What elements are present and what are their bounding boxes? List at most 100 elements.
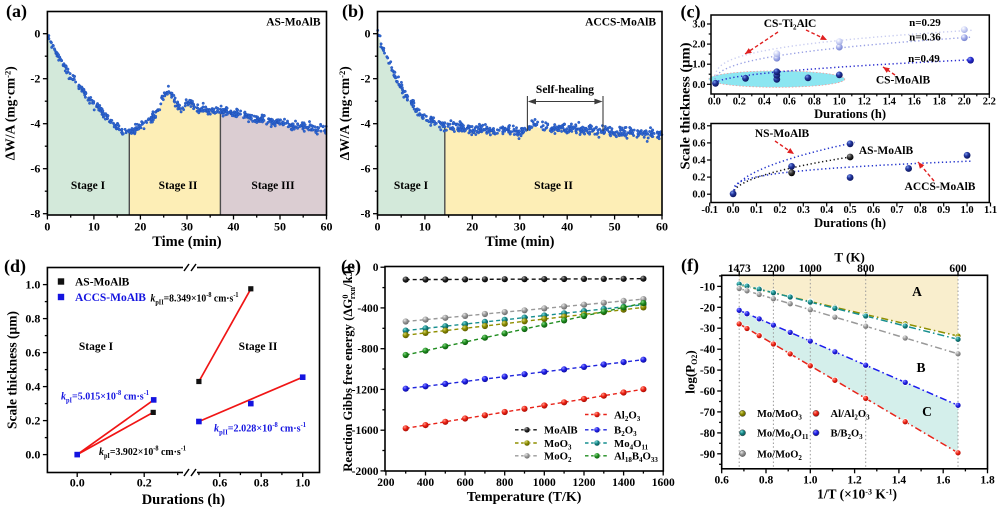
svg-text:1473: 1473 bbox=[728, 263, 751, 275]
svg-text:kpII=2.028×10-8 cm·s-1: kpII=2.028×10-8 cm·s-1 bbox=[214, 421, 306, 437]
svg-text:Stage II: Stage II bbox=[534, 180, 573, 192]
svg-text:Stage I: Stage I bbox=[79, 341, 114, 353]
svg-text:0.2: 0.2 bbox=[25, 414, 40, 428]
svg-text:-4: -4 bbox=[30, 117, 40, 131]
svg-text:-2: -2 bbox=[30, 72, 40, 86]
svg-text:-800: -800 bbox=[357, 344, 378, 356]
svg-text:0.8: 0.8 bbox=[25, 312, 40, 326]
svg-text:0: 0 bbox=[34, 27, 40, 41]
svg-text:Mo/MoO3​: Mo/MoO3​ bbox=[757, 409, 802, 422]
svg-text:ACCS-MoAlB: ACCS-MoAlB bbox=[905, 181, 976, 193]
svg-text:0.6: 0.6 bbox=[715, 474, 730, 486]
svg-text:(a): (a) bbox=[6, 1, 27, 22]
svg-text:200: 200 bbox=[377, 477, 395, 489]
svg-text:-8: -8 bbox=[30, 207, 40, 221]
svg-text:0.1: 0.1 bbox=[750, 205, 763, 216]
svg-text:0.8: 0.8 bbox=[692, 121, 705, 132]
svg-text:Al2​O3​: Al2​O3​ bbox=[614, 409, 641, 423]
svg-text:-40: -40 bbox=[700, 344, 716, 356]
svg-text:AS-MoAlB: AS-MoAlB bbox=[75, 277, 130, 289]
svg-text:Scale thickness (μm): Scale thickness (μm) bbox=[4, 311, 19, 429]
svg-text:Durations (h): Durations (h) bbox=[814, 216, 886, 230]
svg-text:0.5: 0.5 bbox=[844, 205, 857, 216]
svg-text:AS-MoAlB: AS-MoAlB bbox=[266, 17, 321, 29]
svg-text:10: 10 bbox=[419, 220, 431, 234]
svg-text:2.0: 2.0 bbox=[958, 97, 971, 108]
svg-text:A: A bbox=[912, 284, 922, 299]
svg-text:1.8: 1.8 bbox=[933, 97, 946, 108]
svg-text:-6: -6 bbox=[30, 162, 40, 176]
svg-text:kpII=8.349×10-8 cm·s-1: kpII=8.349×10-8 cm·s-1 bbox=[151, 291, 239, 307]
svg-text:10: 10 bbox=[88, 220, 100, 234]
svg-text:1000: 1000 bbox=[799, 263, 822, 275]
svg-text:AS-MoAlB: AS-MoAlB bbox=[859, 145, 914, 157]
svg-text:1400: 1400 bbox=[612, 477, 635, 489]
svg-text:CS-Ti2​AlC: CS-Ti2​AlC bbox=[764, 18, 817, 32]
svg-text:Al/Al2​O3​: Al/Al2​O3​ bbox=[831, 409, 871, 422]
svg-text:Stage II: Stage II bbox=[239, 341, 278, 353]
svg-text:0.2: 0.2 bbox=[733, 97, 746, 108]
svg-text:NS-MoAlB: NS-MoAlB bbox=[755, 128, 810, 140]
svg-text:-50: -50 bbox=[700, 365, 716, 377]
svg-text:20: 20 bbox=[134, 220, 146, 234]
svg-text:MoO2​: MoO2​ bbox=[544, 451, 572, 465]
svg-text:Stage III: Stage III bbox=[251, 180, 295, 192]
svg-text:0.8: 0.8 bbox=[254, 476, 269, 490]
svg-text:kpI=3.902×10-8 cm·s-1: kpI=3.902×10-8 cm·s-1 bbox=[99, 445, 186, 461]
svg-text:Temperature (T/K): Temperature (T/K) bbox=[467, 490, 582, 505]
svg-text:2.2: 2.2 bbox=[983, 97, 996, 108]
svg-text:0.2: 0.2 bbox=[692, 173, 705, 184]
svg-text:1.0: 1.0 bbox=[25, 278, 40, 292]
svg-text:0.6: 0.6 bbox=[25, 346, 40, 360]
svg-text:1200: 1200 bbox=[573, 477, 596, 489]
svg-text:1.0: 1.0 bbox=[295, 476, 310, 490]
svg-text:1/T (×10-3​ K-1​): 1/T (×10-3​ K-1​) bbox=[817, 486, 897, 501]
svg-text:30: 30 bbox=[181, 220, 193, 234]
svg-text:(c): (c) bbox=[681, 2, 701, 23]
svg-text:0.7: 0.7 bbox=[890, 205, 903, 216]
svg-text:n=0.36: n=0.36 bbox=[909, 32, 941, 44]
svg-text:1.2: 1.2 bbox=[847, 474, 862, 486]
svg-text:0.6: 0.6 bbox=[867, 205, 880, 216]
svg-text:-400: -400 bbox=[357, 303, 378, 315]
svg-text:0.4: 0.4 bbox=[820, 205, 834, 216]
svg-text:B2​O3​: B2​O3​ bbox=[614, 425, 637, 439]
svg-text:(d): (d) bbox=[4, 256, 26, 277]
svg-text:Stage II: Stage II bbox=[159, 180, 198, 192]
svg-text:C: C bbox=[922, 404, 932, 419]
svg-text:0.0: 0.0 bbox=[25, 448, 40, 462]
svg-text:1000: 1000 bbox=[533, 477, 556, 489]
svg-text:0.0: 0.0 bbox=[708, 97, 721, 108]
svg-text:0.8: 0.8 bbox=[914, 205, 927, 216]
svg-text:1.2: 1.2 bbox=[858, 97, 871, 108]
svg-text:0.3: 0.3 bbox=[797, 205, 810, 216]
svg-text:(b): (b) bbox=[342, 1, 364, 22]
svg-text:0.0: 0.0 bbox=[692, 80, 705, 91]
svg-text:0.0: 0.0 bbox=[70, 476, 85, 490]
svg-text:Self-healing: Self-healing bbox=[536, 84, 594, 96]
svg-text:3.0: 3.0 bbox=[692, 20, 705, 31]
svg-text:1.0: 1.0 bbox=[961, 205, 974, 216]
svg-text:T (K): T (K) bbox=[834, 250, 864, 265]
svg-text:-4: -4 bbox=[361, 117, 371, 131]
svg-text:-90: -90 bbox=[700, 449, 716, 461]
svg-text:Mo/Mo4​O11​: Mo/Mo4​O11​ bbox=[757, 429, 809, 442]
svg-text:30: 30 bbox=[514, 220, 526, 234]
svg-text:-30: -30 bbox=[700, 323, 716, 335]
svg-text:Reaction Gibbs free energy (ΔG: Reaction Gibbs free energy (ΔG0rxn/kJ) bbox=[341, 266, 357, 472]
svg-text:-1600: -1600 bbox=[352, 425, 379, 437]
svg-text:0.4: 0.4 bbox=[758, 97, 772, 108]
svg-text:-0.1: -0.1 bbox=[701, 205, 718, 216]
svg-text:n=0.49: n=0.49 bbox=[908, 53, 940, 65]
svg-text:Mo4​O11​: Mo4​O11​ bbox=[614, 438, 649, 452]
svg-text:-6: -6 bbox=[361, 162, 371, 176]
svg-text:1.6: 1.6 bbox=[908, 97, 921, 108]
svg-text:1.4: 1.4 bbox=[892, 474, 907, 486]
svg-text:800: 800 bbox=[496, 477, 514, 489]
svg-text:Stage I: Stage I bbox=[394, 180, 429, 192]
svg-text:-2: -2 bbox=[361, 72, 371, 86]
svg-text:1600: 1600 bbox=[652, 477, 675, 489]
svg-text:0.6: 0.6 bbox=[783, 97, 796, 108]
svg-text:1.6: 1.6 bbox=[936, 474, 951, 486]
svg-text:ΔW/A (mg·cm-2​): ΔW/A (mg·cm-2​) bbox=[2, 66, 17, 160]
